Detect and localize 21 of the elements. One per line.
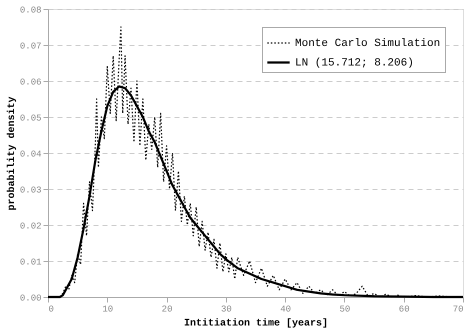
y-tick-label: 0.03 bbox=[20, 186, 42, 196]
x-tick-label: 30 bbox=[220, 304, 232, 314]
y-tick-label: 0.06 bbox=[20, 78, 42, 88]
y-tick-label: 0.00 bbox=[20, 294, 42, 304]
y-tick-label: 0.04 bbox=[20, 150, 42, 160]
y-tick-label: 0.01 bbox=[20, 258, 42, 268]
x-tick-label: 10 bbox=[102, 304, 114, 314]
x-tick-label: 50 bbox=[340, 304, 350, 314]
x-tick-label: 60 bbox=[398, 304, 410, 314]
y-tick-label: 0.08 bbox=[20, 6, 42, 16]
x-tick-label: 20 bbox=[162, 304, 172, 314]
y-axis-title: probability density bbox=[6, 96, 18, 211]
x-tick-label: 40 bbox=[280, 304, 292, 314]
legend-label: Monte Carlo Simulation bbox=[295, 38, 440, 50]
legend-label: LN (15.712; 8.206) bbox=[295, 58, 414, 70]
x-axis-title: Intitiation time [years] bbox=[184, 318, 328, 330]
y-tick-label: 0.05 bbox=[20, 114, 42, 124]
y-tick-label: 0.07 bbox=[20, 42, 42, 52]
x-tick-label: 0 bbox=[48, 304, 54, 314]
x-tick-label: 70 bbox=[452, 304, 464, 314]
y-tick-label: 0.02 bbox=[20, 222, 42, 232]
